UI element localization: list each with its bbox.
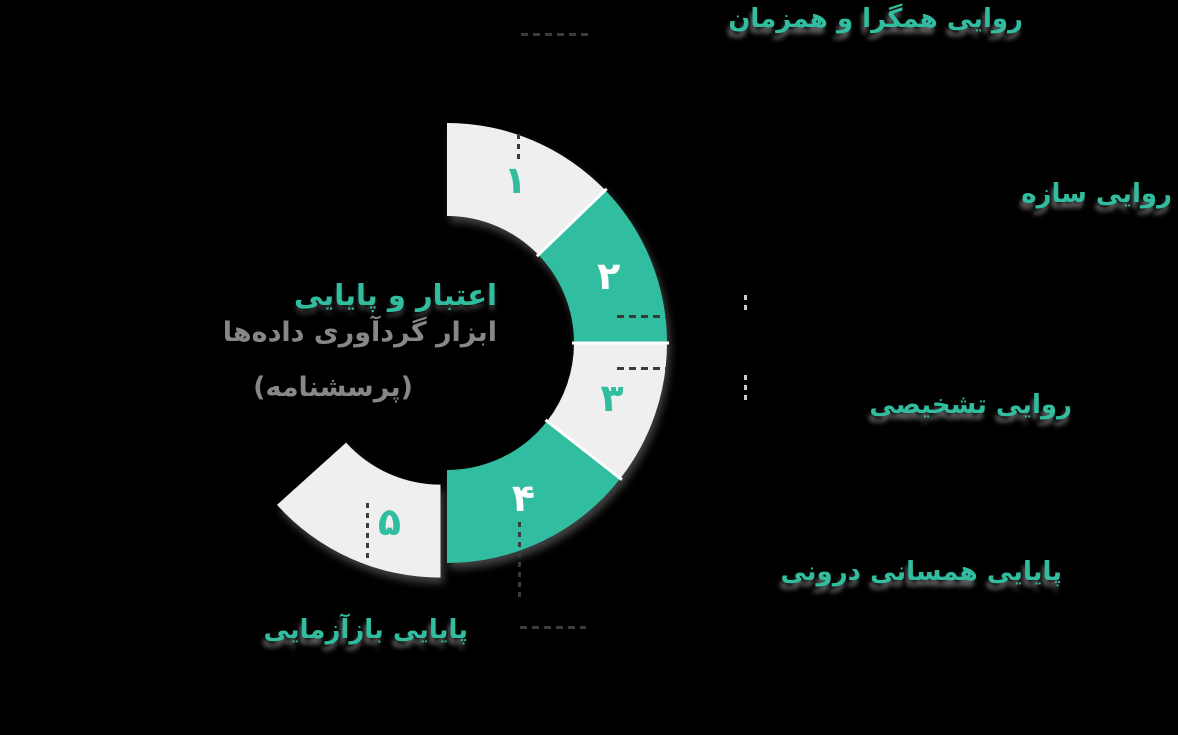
center-title-line3: (پرسشنامه) (253, 372, 413, 403)
leader-line-5 (518, 522, 521, 602)
segment-1-convergent-concurrent-validity (447, 123, 606, 255)
label-test-retest-reliability: پایایی بازآزمایی (263, 615, 468, 645)
leader-line-9 (744, 375, 747, 400)
segment-number-4: ۴ (511, 475, 536, 520)
segment-separator (535, 187, 608, 258)
leader-line-1 (517, 134, 520, 164)
label-internal-consistency-reliability: پایایی همسانی درونی (780, 557, 1062, 587)
leader-line-4 (617, 367, 666, 370)
leader-line-2 (521, 33, 591, 36)
label-construct-validity: روایی سازه (1021, 179, 1172, 209)
segment-4-internal-consistency-reliability (447, 421, 621, 563)
leader-line-6 (520, 626, 586, 629)
leader-line-7 (366, 503, 369, 559)
label-convergent-concurrent-validity: روایی همگرا و همزمان (728, 4, 1023, 34)
center-title-line1: اعتبار و پایایی (293, 278, 497, 312)
leader-line-3 (617, 315, 666, 318)
segment-2-construct-validity (538, 190, 667, 343)
leader-line-8 (744, 295, 747, 315)
segment-number-3: ۳ (600, 375, 624, 420)
segment-number-1: ۱ (503, 158, 527, 203)
segment-number-2: ۲ (597, 253, 621, 298)
label-discriminant-validity: روایی تشخیصی (869, 390, 1072, 420)
segment-5-test-retest-reliability (277, 442, 441, 578)
segment-separator (544, 418, 623, 481)
center-title-line2: ابزار گردآوری داده‌ها (222, 317, 497, 348)
segment-number-5: ۵ (377, 500, 402, 545)
